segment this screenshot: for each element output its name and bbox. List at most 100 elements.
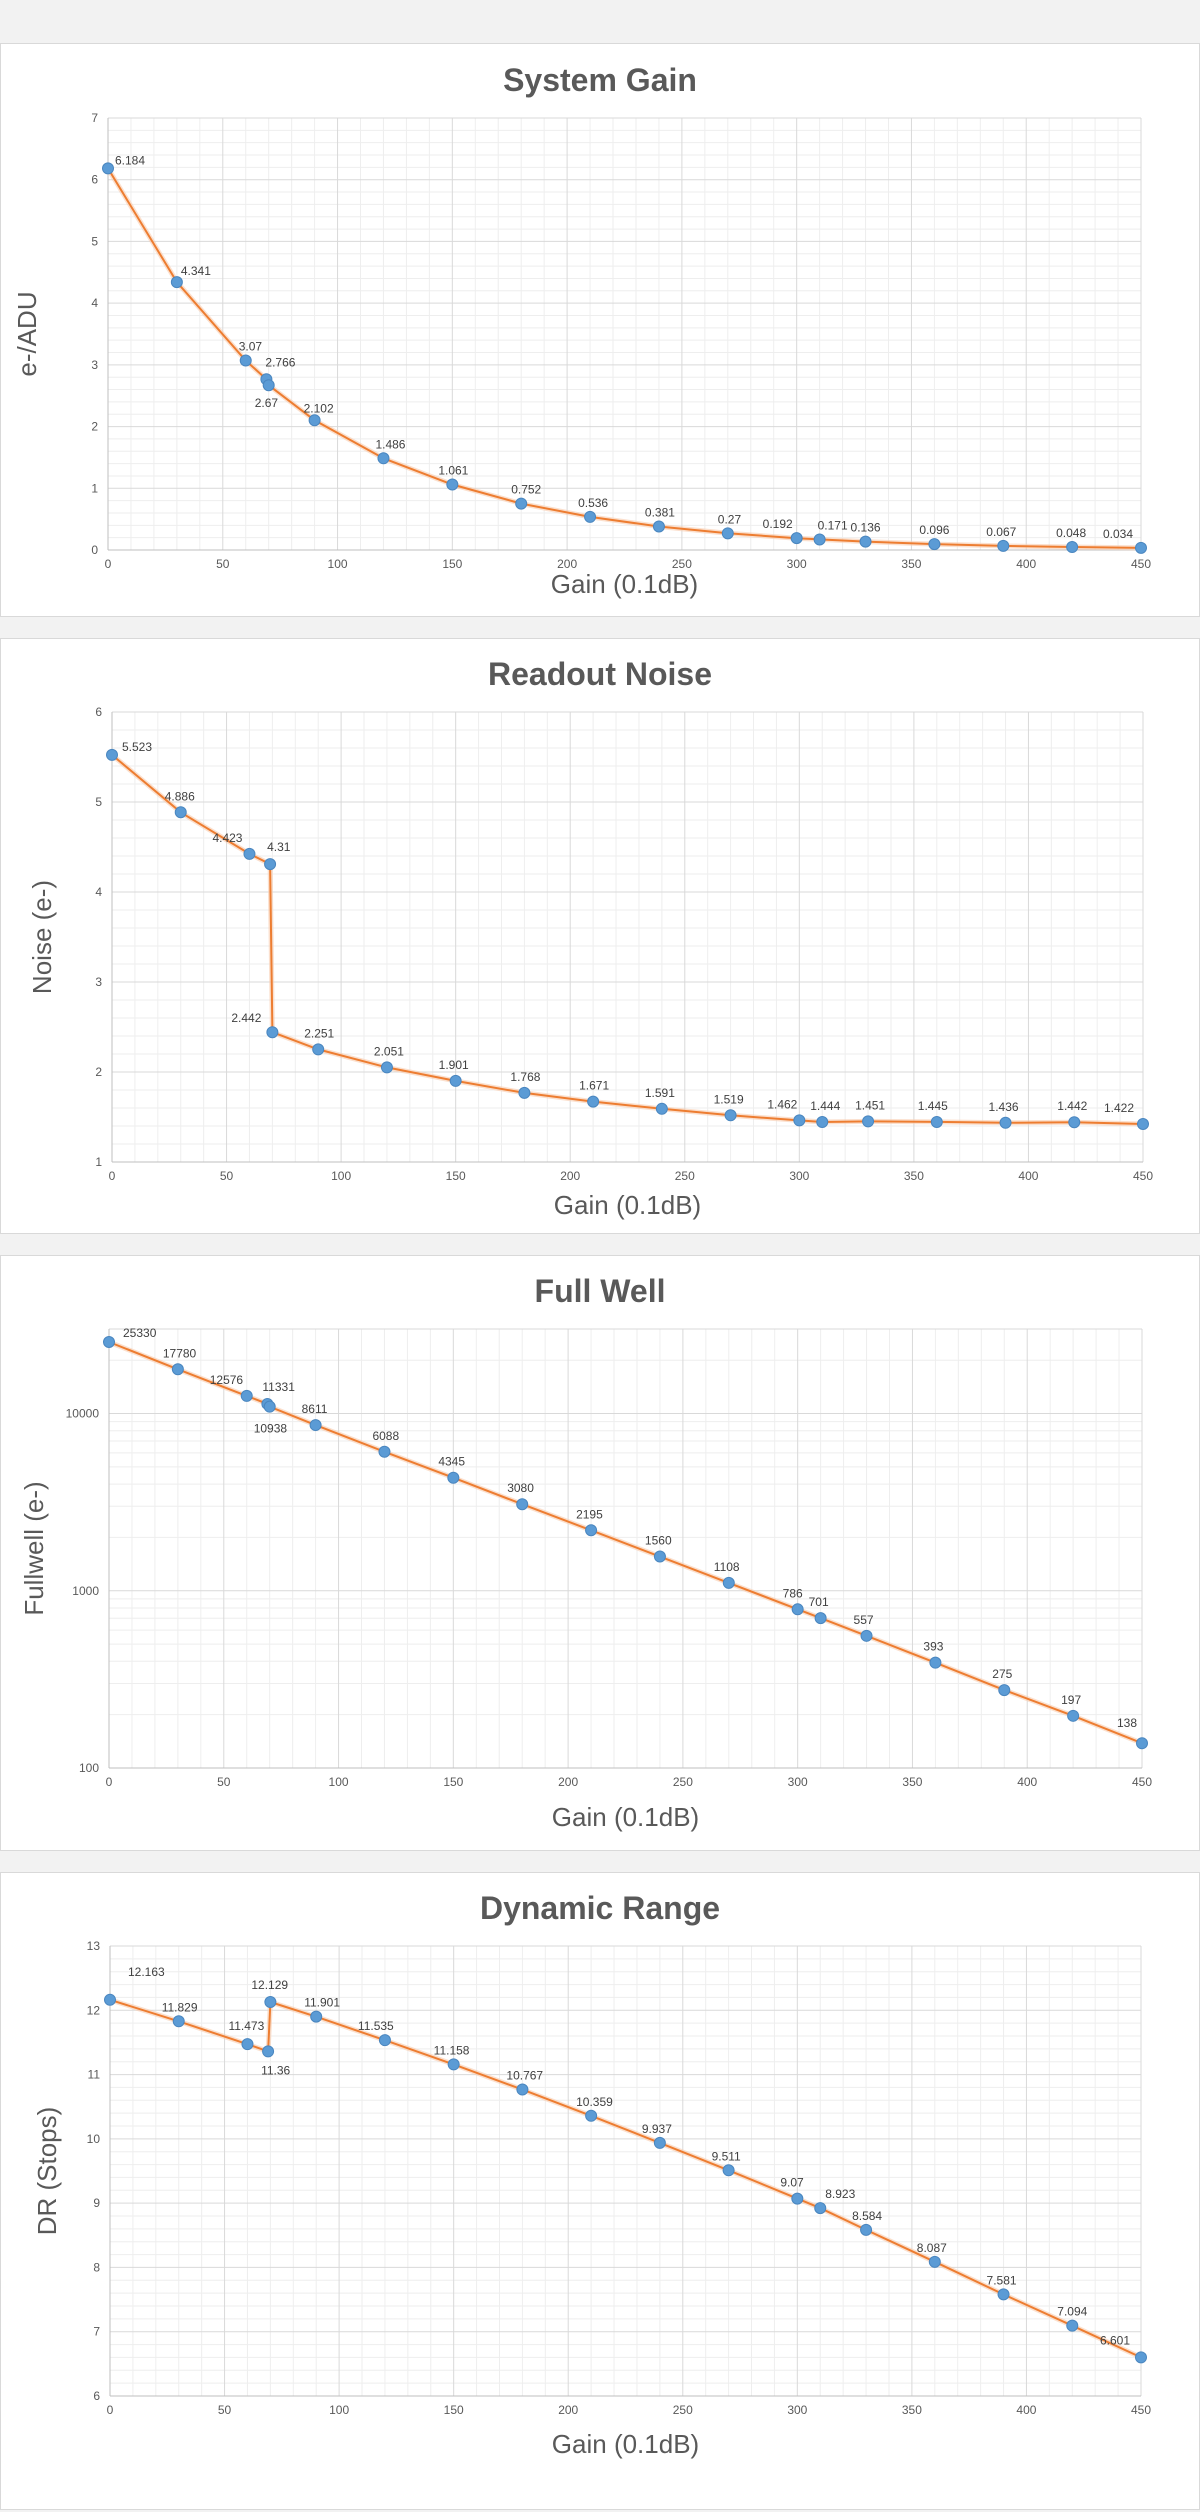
y-tick-label: 12 (87, 2003, 101, 2017)
data-label: 0.171 (818, 518, 848, 532)
data-label: 7.094 (1057, 2305, 1087, 2319)
x-tick-label: 450 (1131, 557, 1151, 571)
x-tick-label: 0 (107, 2403, 114, 2417)
data-label: 1.768 (510, 1070, 540, 1084)
data-label: 1.671 (579, 1079, 609, 1093)
data-label: 11331 (262, 1380, 295, 1394)
data-label: 1.486 (375, 437, 405, 451)
data-point (518, 1086, 531, 1099)
data-point (998, 1684, 1011, 1697)
data-point (791, 2192, 804, 2205)
y-tick-label: 0 (91, 543, 98, 557)
data-label: 138 (1117, 1716, 1137, 1730)
data-label: 3080 (507, 1481, 534, 1495)
x-tick-label: 250 (673, 1775, 693, 1789)
data-point (516, 1498, 529, 1511)
data-point (655, 1102, 668, 1115)
x-tick-label: 450 (1131, 2403, 1151, 2417)
data-point (240, 1389, 253, 1402)
data-point (446, 478, 459, 491)
data-label: 0.067 (986, 525, 1016, 539)
data-label: 4.886 (165, 789, 195, 803)
data-label: 4.423 (212, 831, 242, 845)
y-tick-label: 8 (93, 2260, 100, 2274)
data-point (103, 1336, 115, 1349)
data-point (1137, 1118, 1149, 1131)
data-point (724, 1109, 737, 1122)
major-gridlines (108, 1328, 1143, 1769)
data-label: 2.102 (304, 401, 334, 415)
x-tick-label: 400 (1016, 2403, 1036, 2417)
chart-title: Dynamic Range (480, 1890, 720, 1926)
minor-gridlines (112, 712, 1143, 1162)
data-label: 0.096 (919, 523, 949, 537)
data-label: 8611 (302, 1402, 328, 1416)
data-point (239, 354, 252, 367)
y-axis-title: Noise (e-) (27, 880, 57, 994)
data-label: 17780 (163, 1346, 197, 1360)
data-point (930, 1115, 943, 1128)
data-point (1068, 1116, 1081, 1129)
minor-gridlines (110, 1946, 1141, 2396)
x-tick-label: 50 (220, 1169, 234, 1183)
x-tick-label: 100 (329, 1775, 349, 1789)
data-point (380, 1061, 393, 1074)
data-point (262, 379, 275, 392)
data-label: 6088 (372, 1429, 399, 1443)
x-tick-label: 400 (1018, 1169, 1038, 1183)
x-tick-label: 350 (902, 1775, 922, 1789)
chart-svg: 0 50 100 150 200 250 300 350 400 450 0 1 2 3 4 5 6 7 Syste… (12, 62, 1151, 599)
data-point (587, 1095, 600, 1108)
data-label: 4.31 (267, 840, 291, 854)
data-point (102, 162, 114, 175)
data-label: 1108 (714, 1560, 740, 1574)
data-label: 8.923 (825, 2187, 855, 2201)
y-tick-label: 4 (95, 885, 102, 899)
data-point (585, 2109, 598, 2122)
data-label: 197 (1061, 1693, 1081, 1707)
x-tick-label: 300 (788, 1775, 808, 1789)
x-tick-label: 100 (331, 1169, 351, 1183)
data-point (860, 1629, 873, 1642)
data-point (862, 1115, 875, 1128)
readout-noise-chart: 0 50 100 150 200 250 300 350 400 450 1 2 3 4 5 6 Readout… (0, 638, 1200, 1234)
series-line (107, 167, 1142, 549)
x-tick-label: 350 (904, 1169, 924, 1183)
minor-gridlines (108, 118, 1141, 550)
data-point (722, 1576, 735, 1589)
x-tick-label: 150 (443, 1775, 463, 1789)
dynamic-range-chart: 0 50 100 150 200 250 300 350 400 450 6 7 8 9 10 11 12 13 D… (0, 1872, 1200, 2510)
x-tick-label: 400 (1017, 1775, 1037, 1789)
data-point (816, 1116, 829, 1129)
data-label: 10.767 (506, 2069, 543, 2083)
series-line-glow (110, 752, 1144, 1127)
data-label: 9.07 (780, 2176, 804, 2190)
data-label: 1.436 (989, 1100, 1019, 1114)
data-label: 786 (783, 1586, 803, 1600)
data-label: 275 (992, 1667, 1012, 1681)
y-tick-label: 100 (79, 1761, 99, 1775)
data-label: 8.584 (852, 2209, 882, 2223)
data-point (722, 2164, 735, 2177)
x-tick-label: 0 (106, 1775, 113, 1789)
data-label: 11.829 (162, 2000, 198, 2014)
data-label: 2.67 (255, 396, 279, 410)
y-tick-label: 7 (91, 111, 98, 125)
data-label: 1.591 (645, 1086, 675, 1100)
y-tick-label: 1 (95, 1155, 102, 1169)
data-point (813, 533, 826, 546)
major-gridlines (109, 1945, 1142, 2397)
y-tick-label: 4 (91, 296, 98, 310)
data-point (308, 414, 321, 427)
data-point (1135, 2351, 1147, 2364)
data-point (928, 538, 941, 551)
x-tick-label: 400 (1016, 557, 1036, 571)
data-point (516, 2083, 529, 2096)
x-tick-label: 450 (1133, 1169, 1153, 1183)
data-label: 0.136 (851, 521, 881, 535)
data-label: 0.192 (763, 517, 793, 531)
data-point (790, 532, 803, 545)
y-axis-title: Fullwell (e-) (19, 1481, 49, 1615)
y-tick-label: 7 (93, 2325, 100, 2339)
